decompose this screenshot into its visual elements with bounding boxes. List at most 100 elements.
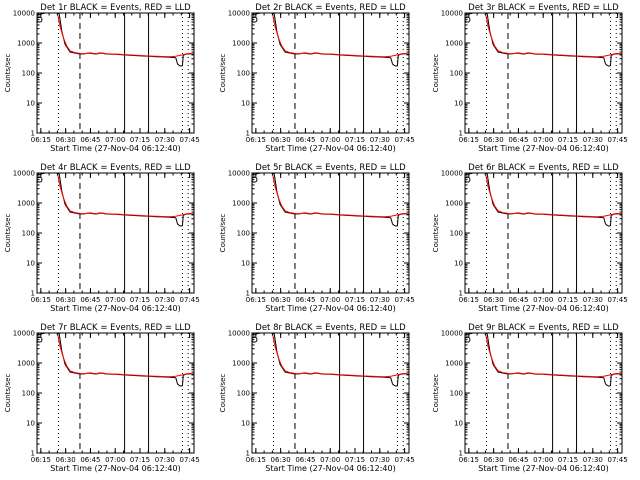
y-tick-label: 100: [450, 70, 463, 78]
y-tick-label: 1: [246, 450, 250, 458]
y-tick-label: 1000: [445, 200, 463, 208]
x-tick-label: 07:30: [370, 456, 390, 464]
x-tick-label: 06:30: [271, 296, 291, 304]
y-axis-label: Counts/sec: [219, 374, 227, 413]
x-tick-label: 07:00: [105, 456, 125, 464]
y-tick-label: 1: [246, 130, 250, 138]
x-axis-label: Start Time (27-Nov-04 06:12:40): [265, 304, 395, 313]
series-lld-line: [484, 173, 622, 218]
y-tick-label: 1: [459, 130, 463, 138]
x-tick-label: 07:45: [179, 136, 199, 144]
panel-5: Det 5r BLACK = Events, RED = LLD 1 10 100 10…: [219, 163, 415, 313]
y-tick-label: 1: [31, 450, 35, 458]
y-tick-label: 10: [454, 100, 463, 108]
y-axis-label: Counts/sec: [219, 214, 227, 253]
x-tick-label: 07:15: [558, 456, 578, 464]
x-tick-label: 07:15: [345, 296, 365, 304]
panel-title: Det 6r BLACK = Events, RED = LLD: [468, 163, 619, 173]
x-tick-label: 06:45: [80, 456, 100, 464]
x-tick-label: 07:15: [345, 136, 365, 144]
x-tick-label: 07:30: [155, 456, 175, 464]
y-tick-label: 10000: [228, 170, 250, 178]
series-lld-line: [271, 333, 409, 378]
y-tick-label: 10000: [441, 330, 463, 338]
x-tick-label: 07:45: [179, 456, 199, 464]
y-tick-label: 10: [26, 100, 35, 108]
panel-title: Det 7r BLACK = Events, RED = LLD: [40, 323, 191, 333]
x-tick-label: 06:15: [246, 456, 266, 464]
panel-6: Det 6r BLACK = Events, RED = LLD 1 10 100 10…: [432, 163, 628, 313]
y-tick-label: 1000: [232, 360, 250, 368]
x-tick-label: 07:30: [155, 296, 175, 304]
series-lld-line: [56, 13, 194, 58]
x-axis-label: Start Time (27-Nov-04 06:12:40): [265, 144, 395, 153]
panel-title: Det 8r BLACK = Events, RED = LLD: [255, 323, 406, 333]
y-tick-label: 10: [26, 260, 35, 268]
y-tick-label: 10000: [13, 10, 35, 18]
x-axis-label: Start Time (27-Nov-04 06:12:40): [50, 144, 180, 153]
y-tick-label: 100: [237, 70, 250, 78]
panel-4: Det 4r BLACK = Events, RED = LLD 1 10 100 10…: [4, 163, 200, 313]
y-axis-label: Counts/sec: [219, 54, 227, 93]
y-axis-label: Counts/sec: [432, 214, 440, 253]
panel-7: Det 7r BLACK = Events, RED = LLD 1 10 100 10…: [4, 323, 200, 473]
plot-frame: [464, 172, 623, 294]
y-tick-label: 1000: [445, 360, 463, 368]
x-axis-label: Start Time (27-Nov-04 06:12:40): [265, 464, 395, 473]
x-tick-label: 06:45: [508, 296, 528, 304]
y-tick-label: 100: [22, 70, 35, 78]
x-tick-label: 07:00: [320, 136, 340, 144]
plot-frame: [36, 12, 195, 134]
y-tick-label: 10000: [441, 170, 463, 178]
x-tick-label: 07:15: [130, 456, 150, 464]
panel-title: Det 9r BLACK = Events, RED = LLD: [468, 323, 619, 333]
y-tick-label: 10000: [228, 330, 250, 338]
plot-frame: [464, 12, 623, 134]
x-tick-label: 06:15: [31, 296, 51, 304]
x-tick-label: 06:30: [56, 456, 76, 464]
x-tick-label: 06:45: [80, 296, 100, 304]
y-tick-label: 10: [241, 420, 250, 428]
x-axis-label: Start Time (27-Nov-04 06:12:40): [50, 304, 180, 313]
y-tick-label: 1: [459, 450, 463, 458]
x-tick-label: 06:15: [246, 296, 266, 304]
x-tick-label: 06:45: [295, 456, 315, 464]
y-tick-label: 100: [450, 390, 463, 398]
panel-3: Det 3r BLACK = Events, RED = LLD 1 10 100 10…: [432, 3, 628, 153]
x-tick-label: 07:30: [583, 136, 603, 144]
y-tick-label: 100: [237, 230, 250, 238]
x-tick-label: 06:30: [484, 296, 504, 304]
x-tick-label: 07:45: [607, 136, 627, 144]
x-tick-label: 06:45: [295, 136, 315, 144]
x-tick-label: 07:00: [533, 456, 553, 464]
x-tick-label: 07:45: [394, 296, 414, 304]
x-axis-label: Start Time (27-Nov-04 06:12:40): [478, 464, 608, 473]
x-tick-label: 07:30: [370, 296, 390, 304]
y-tick-label: 10: [26, 420, 35, 428]
y-tick-label: 10: [454, 420, 463, 428]
x-tick-label: 06:45: [295, 296, 315, 304]
x-tick-label: 07:45: [607, 296, 627, 304]
y-axis-label: Counts/sec: [432, 374, 440, 413]
x-tick-label: 07:00: [320, 456, 340, 464]
plot-frame: [251, 172, 410, 294]
x-tick-label: 07:30: [370, 136, 390, 144]
x-tick-label: 07:45: [394, 136, 414, 144]
panel-title: Det 1r BLACK = Events, RED = LLD: [40, 3, 191, 13]
y-tick-label: 10: [454, 260, 463, 268]
y-tick-label: 1000: [232, 200, 250, 208]
x-tick-label: 07:15: [130, 136, 150, 144]
y-tick-label: 1: [459, 290, 463, 298]
x-tick-label: 06:30: [56, 296, 76, 304]
x-tick-label: 06:30: [271, 456, 291, 464]
panel-1: Det 1r BLACK = Events, RED = LLD 1 10 100 10…: [4, 3, 200, 153]
x-tick-label: 07:30: [155, 136, 175, 144]
x-tick-label: 06:15: [246, 136, 266, 144]
y-tick-label: 100: [22, 390, 35, 398]
y-tick-label: 1000: [445, 40, 463, 48]
panel-title: Det 4r BLACK = Events, RED = LLD: [40, 163, 191, 173]
y-tick-label: 10000: [13, 170, 35, 178]
series-lld-line: [56, 333, 194, 378]
x-axis-label: Start Time (27-Nov-04 06:12:40): [50, 464, 180, 473]
